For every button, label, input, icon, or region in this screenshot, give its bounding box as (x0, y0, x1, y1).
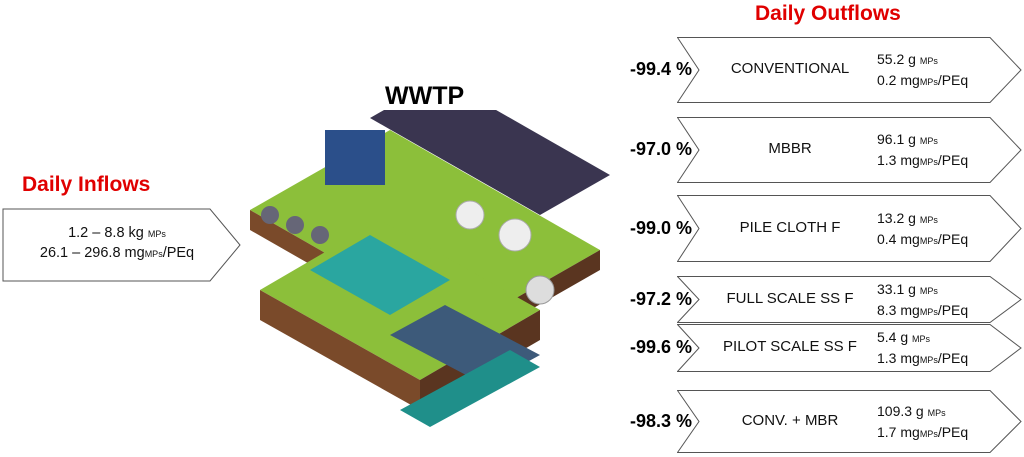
reduction-percent: -97.2 % (629, 288, 692, 309)
outflow-per-peq: 0.4 mgMPs/PEq (877, 230, 969, 247)
outflow-arrow: FULL SCALE SS F 33.1 g MPs 8.3 mgMPs/PEq (677, 276, 1022, 323)
outflow-mass: 5.4 g MPs (877, 329, 931, 345)
outflow-arrow: MBBR 96.1 g MPs 1.3 mgMPs/PEq (677, 117, 1022, 183)
outflow-arrow: CONV. + MBR 109.3 g MPs 1.7 mgMPs/PEq (677, 390, 1022, 453)
reduction-percent: -99.4 % (629, 59, 692, 79)
outflow-arrow: CONVENTIONAL 55.2 g MPs 0.2 mgMPs/PEq (677, 37, 1022, 103)
treatment-label: PILE CLOTH F (739, 218, 841, 236)
outflow-mass: 55.2 g MPs (877, 51, 938, 67)
wwtp-title: WWTP (385, 82, 465, 110)
outflow-mass: 33.1 g MPs (877, 280, 938, 297)
inflows-title: Daily Inflows (22, 173, 151, 196)
treatment-label: CONV. + MBR (741, 411, 839, 429)
outflow-per-peq: 0.2 mgMPs/PEq (877, 72, 969, 88)
reduction-percent: -99.0 % (629, 217, 692, 238)
treatment-label: MBBR (768, 140, 812, 157)
outflow-per-peq: 1.7 mgMPs/PEq (877, 423, 969, 440)
outflows-title: Daily Outflows (755, 2, 901, 25)
inflow-per-peq: 26.1 – 296.8 mgMPs/PEq (39, 245, 195, 261)
treatment-label: CONVENTIONAL (730, 60, 850, 77)
reduction-percent: -98.3 % (629, 410, 692, 431)
outflow-mass: 109.3 g MPs (877, 402, 946, 419)
wwtp-illustration (250, 110, 610, 427)
inflow-mass: 1.2 – 8.8 kg MPs (68, 225, 166, 241)
treatment-label: PILOT SCALE SS F (723, 338, 857, 355)
reduction-percent: -97.0 % (629, 139, 692, 159)
outflow-mass: 96.1 g MPs (877, 131, 938, 147)
reduction-percent: -99.6 % (629, 337, 692, 357)
outflow-per-peq: 8.3 mgMPs/PEq (877, 301, 969, 318)
outflow-per-peq: 1.3 mgMPs/PEq (877, 152, 969, 168)
outflow-mass: 13.2 g MPs (877, 209, 938, 226)
outflow-arrow: PILE CLOTH F 13.2 g MPs 0.4 mgMPs/PEq (677, 195, 1022, 262)
inflow-arrow: 1.2 – 8.8 kg MPs 26.1 – 296.8 mgMPs/PEq (2, 208, 242, 282)
treatment-label: FULL SCALE SS F (726, 289, 854, 307)
outflow-arrow: PILOT SCALE SS F 5.4 g MPs 1.3 mgMPs/PEq (677, 324, 1022, 372)
outflow-per-peq: 1.3 mgMPs/PEq (877, 350, 969, 366)
